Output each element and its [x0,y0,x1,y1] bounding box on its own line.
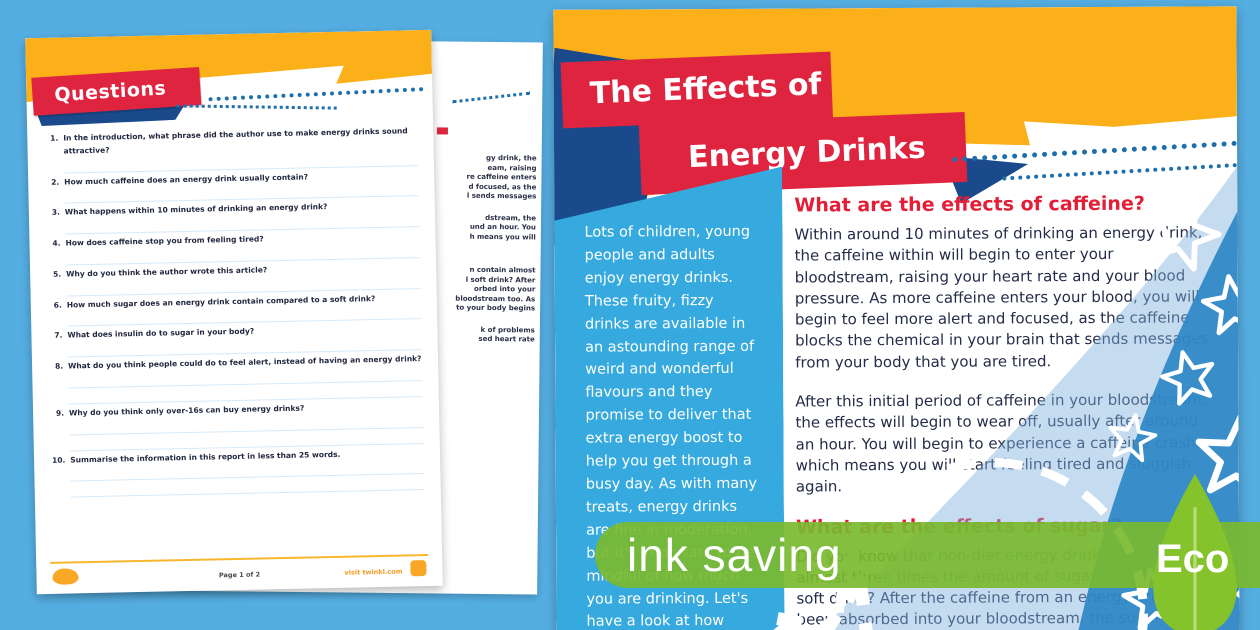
question-number: 2. [51,177,60,187]
paragraph: Within around 10 minutes of drinking an … [794,223,1209,372]
title-banner-line2: Energy Drinks [638,111,968,196]
question-number: 10. [51,455,66,465]
question-number: 1. [50,133,59,143]
question-number: 9. [55,408,65,418]
question-number: 4. [52,238,61,248]
dotted-line [176,104,337,110]
questions-list: 1. In the introduction, what phrase did t… [45,122,425,501]
question-number: 3. [51,207,60,218]
visit-link[interactable]: visit twinkl.com [344,567,403,577]
title-banner-line1: The Effects of [560,51,833,129]
dotted-line-fragment [452,91,531,104]
footer-divider [50,553,429,564]
twinkl-footer-icon [410,560,427,577]
ink-saving-label: ink saving [627,529,842,581]
question-number: 6. [53,300,62,310]
questions-page: Questions 1. In the introduction, what ph… [25,29,443,595]
dotted-line [1002,163,1238,181]
question-number: 5. [52,269,62,279]
red-heading-fragment [436,127,448,135]
question-number: 8. [54,361,64,371]
section-heading-caffeine: What are the effects of caffeine? [794,192,1145,217]
dotted-line [208,87,424,102]
question-number: 7. [54,330,63,341]
eco-label: Eco [1156,537,1230,581]
